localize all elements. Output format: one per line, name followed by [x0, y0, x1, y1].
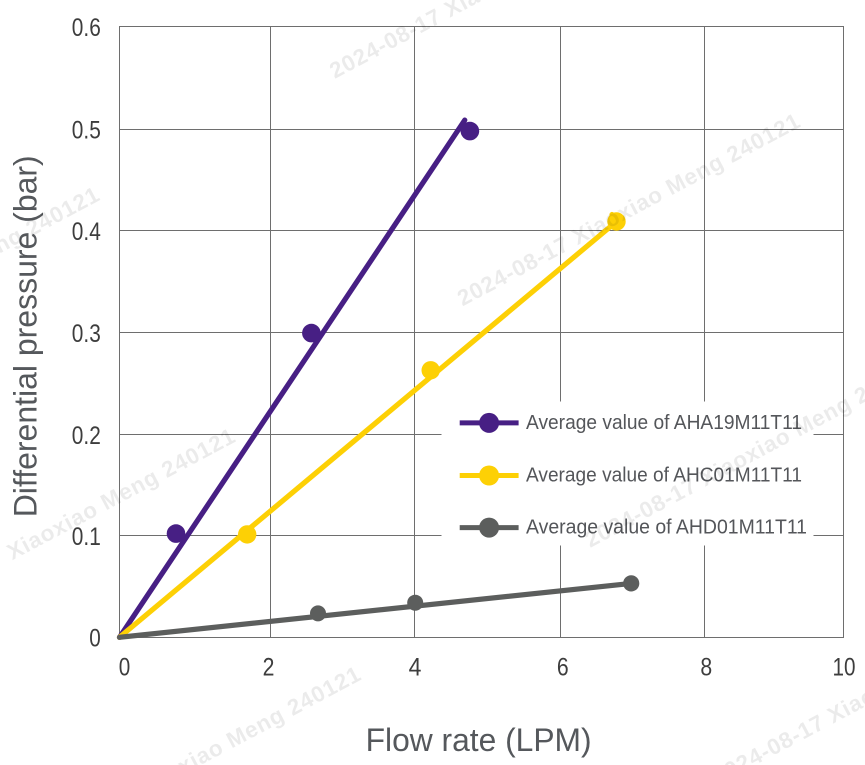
svg-text:0.6: 0.6 — [72, 14, 101, 42]
svg-text:2: 2 — [263, 654, 275, 682]
svg-text:0.4: 0.4 — [72, 218, 101, 246]
svg-text:0.5: 0.5 — [72, 117, 101, 145]
svg-text:0: 0 — [89, 624, 101, 652]
svg-text:Differential pressure (bar): Differential pressure (bar) — [8, 155, 44, 517]
svg-text:0: 0 — [119, 654, 131, 682]
svg-text:0.2: 0.2 — [72, 422, 101, 450]
svg-text:0.3: 0.3 — [72, 320, 101, 348]
svg-text:Average value of AHD01M11T11: Average value of AHD01M11T11 — [526, 517, 807, 539]
svg-text:Average value of AHC01M11T11: Average value of AHC01M11T11 — [526, 465, 802, 487]
svg-text:0.1: 0.1 — [72, 523, 101, 551]
svg-text:10: 10 — [833, 654, 856, 682]
svg-text:Average value of AHA19M11T11: Average value of AHA19M11T11 — [526, 412, 802, 434]
svg-text:4: 4 — [409, 654, 422, 682]
svg-text:6: 6 — [557, 654, 569, 682]
svg-text:8: 8 — [700, 654, 712, 682]
svg-text:Flow rate (LPM): Flow rate (LPM) — [366, 722, 592, 758]
